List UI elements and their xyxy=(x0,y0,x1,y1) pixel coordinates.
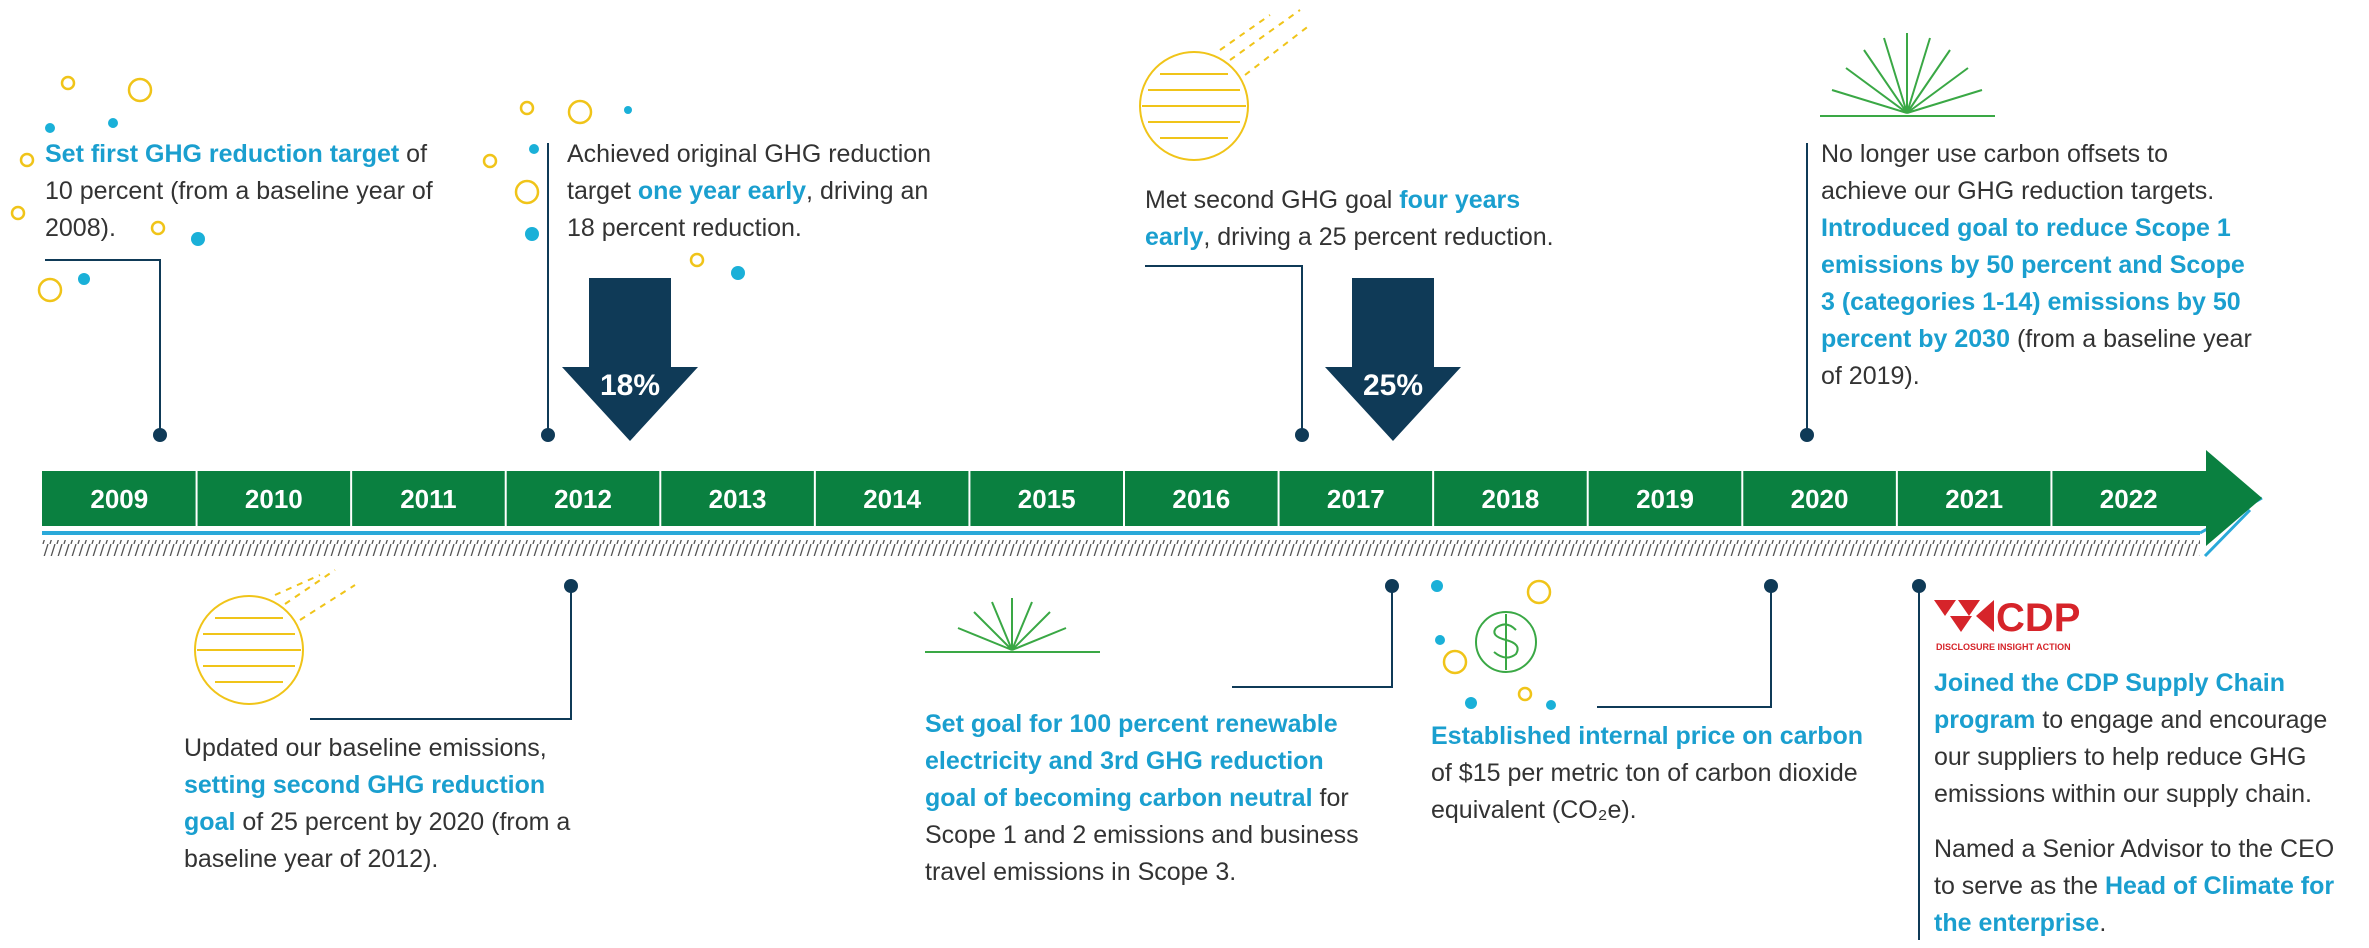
year-label: 2017 xyxy=(1327,484,1385,514)
year-label: 2020 xyxy=(1791,484,1849,514)
arrow-label: 18% xyxy=(600,369,660,402)
event-text: Updated our baseline emissions, setting … xyxy=(184,730,584,896)
event-paragraph: Achieved original GHG reduction target o… xyxy=(567,136,962,247)
year-label: 2016 xyxy=(1172,484,1230,514)
body-text: , driving a 25 percent reduction. xyxy=(1203,223,1553,251)
body-text: of $15 per metric ton of carbon dioxide … xyxy=(1431,759,1858,824)
highlight-text: Established internal price on carbon xyxy=(1431,722,1863,750)
year-label: 2013 xyxy=(709,484,767,514)
year-label: 2010 xyxy=(245,484,303,514)
event-text: Achieved original GHG reduction target o… xyxy=(567,136,962,265)
year-label: 2018 xyxy=(1482,484,1540,514)
decorations xyxy=(12,10,1995,710)
body-text: of 25 percent by 2020 (from a baseline y… xyxy=(184,808,570,873)
event-text: Set first GHG reduction target of 10 per… xyxy=(45,136,445,265)
logo-tagline: DISCLOSURE INSIGHT ACTION xyxy=(1936,642,2071,652)
event-paragraph: Set first GHG reduction target of 10 per… xyxy=(45,136,445,247)
year-label: 2011 xyxy=(400,484,456,514)
event-paragraph: Set goal for 100 percent renewable elect… xyxy=(925,706,1365,891)
year-label: 2022 xyxy=(2100,484,2158,514)
logo-name: CDP xyxy=(1996,596,2080,640)
year-label: 2021 xyxy=(1945,484,2003,514)
cdp-logo: CDP DISCLOSURE INSIGHT ACTION xyxy=(1934,596,2080,652)
reduction-arrows: 18% 25% xyxy=(562,278,1461,441)
year-label: 2009 xyxy=(90,484,148,514)
body-text: Updated our baseline emissions, xyxy=(184,734,547,762)
body-text: No longer use carbon offsets to achieve … xyxy=(1821,140,2214,205)
year-label: 2012 xyxy=(554,484,612,514)
body-text: . xyxy=(2099,909,2106,937)
down-arrow xyxy=(562,278,698,441)
arrow-label: 25% xyxy=(1363,369,1423,402)
timeline-bar xyxy=(42,450,2262,556)
year-label: 2015 xyxy=(1018,484,1076,514)
year-label: 2014 xyxy=(863,484,921,514)
year-label: 2019 xyxy=(1636,484,1694,514)
highlight-text: Set first GHG reduction target xyxy=(45,140,399,168)
event-text: No longer use carbon offsets to achieve … xyxy=(1821,136,2261,413)
event-text: Set goal for 100 percent renewable elect… xyxy=(925,706,1365,909)
event-text: Joined the CDP Supply Chain program to e… xyxy=(1934,665,2354,948)
event-paragraph: Named a Senior Advisor to the CEO to ser… xyxy=(1934,831,2354,942)
event-text: Established internal price on carbon of … xyxy=(1431,718,1871,847)
event-text: Met second GHG goal four years early, dr… xyxy=(1145,182,1565,274)
event-paragraph: Established internal price on carbon of … xyxy=(1431,718,1871,829)
event-paragraph: Met second GHG goal four years early, dr… xyxy=(1145,182,1565,256)
timeline-infographic: 2009 2010 2011 2012 2013 2014 2015 2016 2017 2018… xyxy=(0,0,2369,948)
body-text: Met second GHG goal xyxy=(1145,186,1399,214)
event-paragraph: No longer use carbon offsets to achieve … xyxy=(1821,136,2261,395)
event-paragraph: Joined the CDP Supply Chain program to e… xyxy=(1934,665,2354,813)
highlight-text: one year early xyxy=(638,177,806,205)
down-arrow xyxy=(1325,278,1461,441)
highlight-text: Set goal for 100 percent renewable elect… xyxy=(925,710,1338,812)
event-paragraph: Updated our baseline emissions, setting … xyxy=(184,730,584,878)
